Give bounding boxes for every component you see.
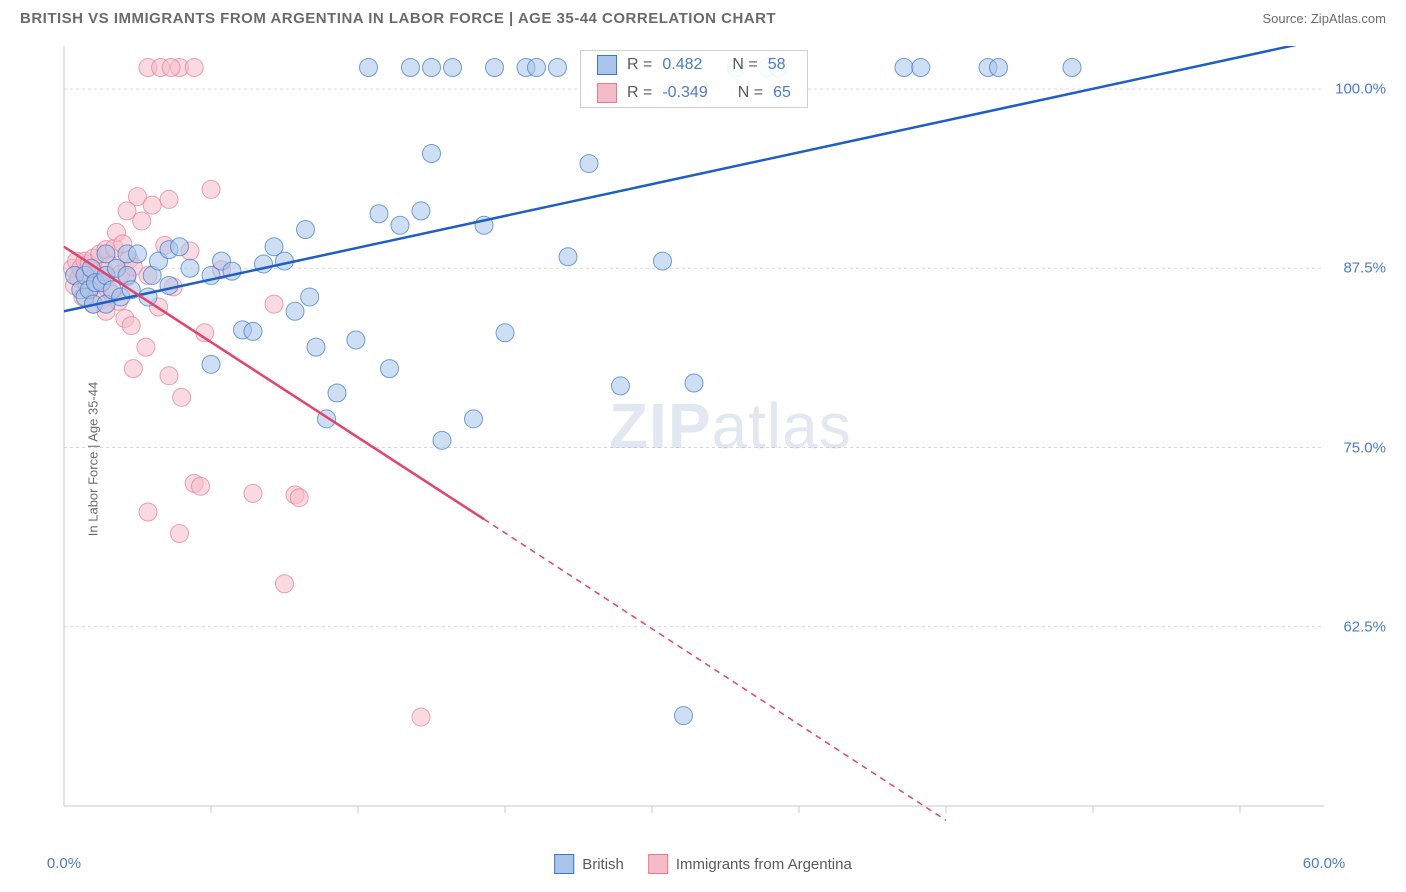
stats-row-series1: R = 0.482 N = 58 (581, 51, 807, 79)
chart-source: Source: ZipAtlas.com (1262, 11, 1386, 26)
stats-legend: R = 0.482 N = 58 R = -0.349 N = 65 (580, 50, 808, 108)
chart-area: In Labor Force | Age 35-44 ZIPatlas R = … (20, 46, 1386, 872)
legend-bottom: British Immigrants from Argentina (554, 854, 852, 874)
x-tick-label: 60.0% (1303, 855, 1346, 872)
y-tick-label: 100.0% (1335, 81, 1386, 98)
legend-item-series1: British (554, 854, 624, 874)
chart-title: BRITISH VS IMMIGRANTS FROM ARGENTINA IN … (20, 10, 776, 27)
legend-item-series2: Immigrants from Argentina (648, 854, 852, 874)
y-axis-label: In Labor Force | Age 35-44 (86, 382, 101, 536)
stats-row-series2: R = -0.349 N = 65 (581, 79, 807, 107)
scatter-plot (20, 46, 1386, 872)
n-value-series1: 58 (768, 56, 786, 74)
y-tick-label: 62.5% (1343, 618, 1386, 635)
r-value-series1: 0.482 (662, 56, 702, 74)
x-tick-label: 0.0% (47, 855, 81, 872)
swatch-series1-icon (554, 854, 574, 874)
swatch-series2 (597, 83, 617, 103)
swatch-series2-icon (648, 854, 668, 874)
n-value-series2: 65 (773, 84, 791, 102)
r-value-series2: -0.349 (662, 84, 707, 102)
y-tick-label: 87.5% (1343, 260, 1386, 277)
y-tick-label: 75.0% (1343, 439, 1386, 456)
swatch-series1 (597, 55, 617, 75)
